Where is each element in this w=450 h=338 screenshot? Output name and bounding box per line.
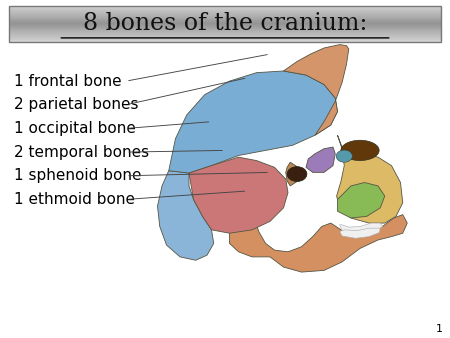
Bar xyxy=(9,23,441,24)
Bar xyxy=(9,19,441,20)
Bar xyxy=(9,8,441,9)
Polygon shape xyxy=(340,228,380,238)
Bar xyxy=(9,17,441,18)
Bar xyxy=(9,9,441,10)
Polygon shape xyxy=(189,157,288,233)
Circle shape xyxy=(336,150,352,162)
Text: 2 parietal bones: 2 parietal bones xyxy=(14,97,138,112)
Polygon shape xyxy=(158,171,214,260)
Bar xyxy=(9,22,441,23)
Text: 1 frontal bone: 1 frontal bone xyxy=(14,74,121,89)
Bar xyxy=(9,7,441,8)
Polygon shape xyxy=(337,135,403,223)
Bar xyxy=(9,14,441,15)
Bar xyxy=(9,27,441,28)
Bar xyxy=(9,24,441,25)
Bar xyxy=(9,25,441,26)
Bar xyxy=(9,34,441,35)
Text: 2 temporal bones: 2 temporal bones xyxy=(14,145,149,160)
Bar xyxy=(9,18,441,19)
Bar xyxy=(9,20,441,21)
Polygon shape xyxy=(338,183,385,218)
Polygon shape xyxy=(169,71,338,173)
Bar xyxy=(9,31,441,32)
Bar xyxy=(9,35,441,36)
Bar xyxy=(9,21,441,22)
Polygon shape xyxy=(230,215,407,272)
Bar xyxy=(9,13,441,14)
Bar xyxy=(9,33,441,34)
Bar xyxy=(9,29,441,30)
Polygon shape xyxy=(286,162,297,186)
Bar xyxy=(9,41,441,42)
Bar xyxy=(9,38,441,39)
Bar xyxy=(9,39,441,40)
Bar xyxy=(9,32,441,33)
Polygon shape xyxy=(340,223,382,235)
Polygon shape xyxy=(306,147,335,172)
Text: 1 ethmoid bone: 1 ethmoid bone xyxy=(14,192,135,207)
Circle shape xyxy=(287,167,307,182)
Bar xyxy=(9,36,441,37)
Bar xyxy=(9,6,441,7)
Text: 1 sphenoid bone: 1 sphenoid bone xyxy=(14,168,141,183)
Bar xyxy=(9,30,441,31)
Text: 8 bones of the cranium:: 8 bones of the cranium: xyxy=(83,12,367,35)
Text: 1 occipital bone: 1 occipital bone xyxy=(14,121,135,136)
Bar xyxy=(9,12,441,13)
Bar xyxy=(9,37,441,38)
Bar xyxy=(9,26,441,27)
Text: 1: 1 xyxy=(436,324,443,334)
Ellipse shape xyxy=(341,140,379,161)
Bar xyxy=(9,16,441,17)
Bar xyxy=(9,10,441,11)
Polygon shape xyxy=(341,145,358,159)
Bar xyxy=(9,28,441,29)
Bar xyxy=(9,15,441,16)
Bar xyxy=(9,40,441,41)
Polygon shape xyxy=(284,45,349,135)
Bar xyxy=(9,11,441,12)
